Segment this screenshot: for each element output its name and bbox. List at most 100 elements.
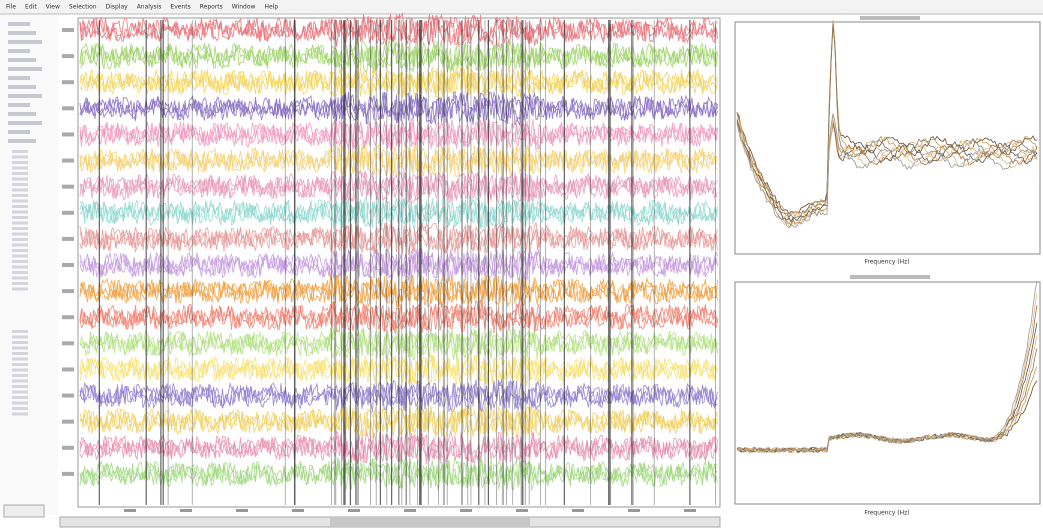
channel-toggle[interactable] bbox=[12, 369, 28, 372]
menu: File Edit View Selection Display Analysis Even… bbox=[6, 4, 278, 11]
channel-label bbox=[62, 315, 74, 319]
channel-toggle[interactable] bbox=[12, 288, 28, 291]
channel-toggle[interactable] bbox=[12, 391, 28, 394]
channel-toggle[interactable] bbox=[12, 172, 28, 175]
channel-toggle[interactable] bbox=[12, 255, 28, 258]
channel-label bbox=[62, 159, 74, 163]
channel-label bbox=[62, 341, 74, 345]
time-label bbox=[460, 509, 472, 512]
channel-toggle[interactable] bbox=[12, 244, 28, 247]
menu-item[interactable]: Help bbox=[264, 4, 278, 11]
app-window: File Edit View Selection Display Analysis Even… bbox=[0, 0, 1043, 531]
control[interactable] bbox=[8, 76, 30, 80]
channel-toggle[interactable] bbox=[12, 227, 28, 230]
channel-toggle[interactable] bbox=[12, 282, 28, 285]
channel-toggle[interactable] bbox=[12, 277, 28, 280]
channel-toggle[interactable] bbox=[12, 347, 28, 350]
channel-toggle[interactable] bbox=[12, 341, 28, 344]
channel-toggle[interactable] bbox=[12, 352, 28, 355]
control[interactable] bbox=[8, 112, 36, 116]
channel-toggle[interactable] bbox=[12, 374, 28, 377]
time-label bbox=[180, 509, 192, 512]
control[interactable] bbox=[8, 130, 30, 134]
channel-toggle[interactable] bbox=[12, 205, 28, 208]
menu-item[interactable]: Analysis bbox=[137, 4, 162, 11]
channel-label bbox=[62, 237, 74, 241]
channel-toggle[interactable] bbox=[12, 216, 28, 219]
top-plot-title bbox=[860, 16, 920, 20]
page: File Edit View Selection Display Analysis Even… bbox=[0, 0, 1043, 531]
time-label bbox=[684, 509, 696, 512]
channel-toggle[interactable] bbox=[12, 260, 28, 263]
channel-toggle[interactable] bbox=[12, 363, 28, 366]
display-time-box[interactable] bbox=[4, 505, 44, 517]
channel-label bbox=[62, 420, 74, 424]
control[interactable] bbox=[8, 121, 42, 125]
menu-item[interactable]: File bbox=[6, 4, 16, 11]
channel-label bbox=[62, 80, 74, 84]
channel-toggle[interactable] bbox=[12, 266, 28, 269]
time-label bbox=[292, 509, 304, 512]
channel-toggle[interactable] bbox=[12, 161, 28, 164]
time-label bbox=[348, 509, 360, 512]
channel-toggle[interactable] bbox=[12, 200, 28, 203]
menu-item[interactable]: Edit bbox=[25, 4, 37, 11]
channel-label bbox=[62, 394, 74, 398]
menu-item[interactable]: Window bbox=[232, 4, 256, 11]
channel-toggle[interactable] bbox=[12, 178, 28, 181]
bottom-plot-frame bbox=[735, 282, 1040, 504]
channel-toggle[interactable] bbox=[12, 249, 28, 252]
scroll-thumb[interactable] bbox=[330, 518, 530, 526]
menu-item[interactable]: Events bbox=[170, 4, 190, 11]
channel-label bbox=[62, 211, 74, 215]
channel-label bbox=[62, 106, 74, 110]
control[interactable] bbox=[8, 85, 36, 89]
control[interactable] bbox=[8, 103, 30, 107]
bottom-x-label: Frequency (Hz) bbox=[864, 510, 909, 517]
channel-toggle[interactable] bbox=[12, 189, 28, 192]
channel-label bbox=[62, 132, 74, 136]
control[interactable] bbox=[8, 58, 36, 62]
control[interactable] bbox=[8, 22, 30, 26]
top-x-label: Frequency (Hz) bbox=[864, 259, 909, 266]
time-label bbox=[404, 509, 416, 512]
menu-item[interactable]: Selection bbox=[69, 4, 97, 11]
channel-label bbox=[62, 54, 74, 58]
time-label bbox=[572, 509, 584, 512]
menu-item[interactable]: View bbox=[46, 4, 60, 11]
menu-item[interactable]: Reports bbox=[200, 4, 223, 11]
channel-toggle[interactable] bbox=[12, 167, 28, 170]
left-panel bbox=[0, 15, 58, 515]
channel-toggle[interactable] bbox=[12, 211, 28, 214]
time-label bbox=[124, 509, 136, 512]
channel-toggle[interactable] bbox=[12, 402, 28, 405]
channel-toggle[interactable] bbox=[12, 396, 28, 399]
channel-toggle[interactable] bbox=[12, 150, 28, 153]
control[interactable] bbox=[8, 139, 36, 143]
channel-label bbox=[62, 263, 74, 267]
channel-toggle[interactable] bbox=[12, 413, 28, 416]
time-label bbox=[628, 509, 640, 512]
channel-toggle[interactable] bbox=[12, 385, 28, 388]
channel-toggle[interactable] bbox=[12, 336, 28, 339]
control[interactable] bbox=[8, 40, 42, 44]
channel-toggle[interactable] bbox=[12, 183, 28, 186]
control[interactable] bbox=[8, 67, 42, 71]
channel-toggle[interactable] bbox=[12, 271, 28, 274]
channel-toggle[interactable] bbox=[12, 233, 28, 236]
control[interactable] bbox=[8, 49, 30, 53]
channel-toggle[interactable] bbox=[12, 194, 28, 197]
channel-toggle[interactable] bbox=[12, 222, 28, 225]
channel-toggle[interactable] bbox=[12, 238, 28, 241]
channel-toggle[interactable] bbox=[12, 407, 28, 410]
control[interactable] bbox=[8, 94, 42, 98]
control[interactable] bbox=[8, 31, 36, 35]
menu-item[interactable]: Display bbox=[106, 4, 129, 11]
channel-toggle[interactable] bbox=[12, 380, 28, 383]
channel-toggle[interactable] bbox=[12, 156, 28, 159]
channel-label bbox=[62, 367, 74, 371]
channel-toggle[interactable] bbox=[12, 330, 28, 333]
time-label bbox=[236, 509, 248, 512]
channel-toggle[interactable] bbox=[12, 358, 28, 361]
time-label bbox=[516, 509, 528, 512]
